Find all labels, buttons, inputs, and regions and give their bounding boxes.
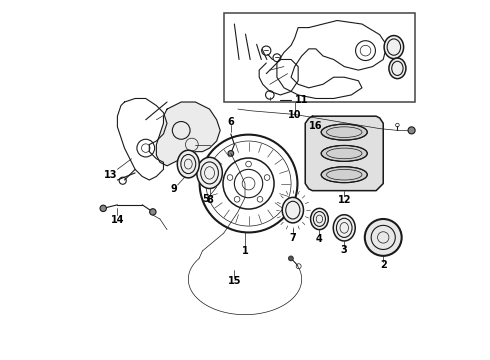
Ellipse shape (177, 150, 199, 178)
Text: 10: 10 (288, 111, 301, 121)
Ellipse shape (311, 208, 328, 230)
Circle shape (365, 219, 402, 256)
Text: 13: 13 (103, 170, 117, 180)
Circle shape (228, 150, 234, 156)
Text: 15: 15 (228, 276, 241, 286)
Ellipse shape (384, 36, 404, 59)
Circle shape (100, 205, 106, 212)
Text: 1: 1 (242, 246, 248, 256)
Text: 12: 12 (338, 195, 351, 205)
Ellipse shape (321, 145, 368, 161)
Text: 3: 3 (341, 245, 347, 255)
Text: 11: 11 (295, 95, 309, 105)
Text: 2: 2 (380, 260, 387, 270)
Ellipse shape (197, 157, 222, 189)
Text: 8: 8 (206, 195, 213, 205)
Ellipse shape (333, 215, 355, 241)
Text: 9: 9 (171, 184, 177, 194)
Circle shape (149, 209, 156, 215)
Ellipse shape (389, 58, 406, 78)
Circle shape (408, 127, 415, 134)
Text: 4: 4 (316, 234, 323, 244)
Ellipse shape (282, 197, 303, 223)
Text: 7: 7 (290, 233, 296, 243)
Text: 16: 16 (309, 121, 322, 131)
Polygon shape (305, 116, 383, 191)
Ellipse shape (321, 167, 368, 183)
Text: 5: 5 (203, 194, 209, 204)
Polygon shape (156, 102, 220, 166)
Ellipse shape (321, 124, 368, 140)
Text: 14: 14 (111, 215, 124, 225)
Text: 6: 6 (227, 117, 234, 127)
Bar (224, 13, 415, 102)
Circle shape (289, 256, 294, 261)
